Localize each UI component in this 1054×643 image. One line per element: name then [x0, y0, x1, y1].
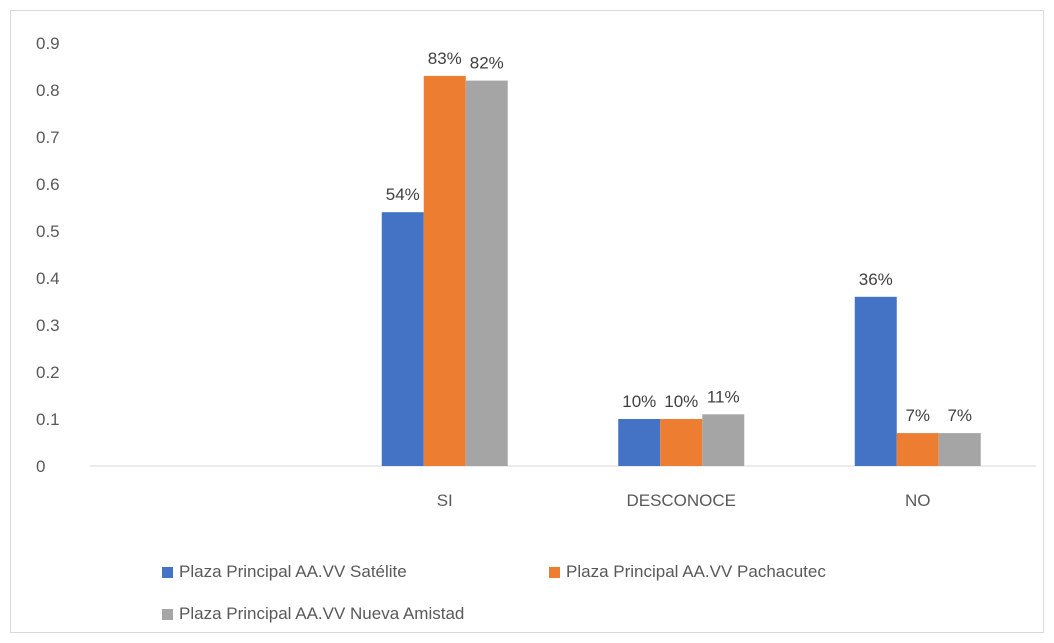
- y-tick-label: 0: [36, 457, 45, 476]
- data-label: 11%: [707, 387, 740, 406]
- y-tick-label: 0.6: [36, 175, 60, 194]
- data-label: 7%: [905, 406, 930, 425]
- data-label: 54%: [386, 185, 420, 204]
- bar: [938, 433, 981, 466]
- y-tick-label: 0.7: [36, 128, 60, 147]
- bar: [381, 212, 424, 466]
- bar: [618, 419, 661, 466]
- data-label: 10%: [622, 392, 656, 411]
- x-tick-label: SI: [437, 491, 453, 510]
- y-tick-label: 0.9: [36, 34, 60, 53]
- data-label: 82%: [470, 54, 504, 73]
- bar: [465, 80, 508, 466]
- bars: 54% 83% 82% 10% 10% 11% 36% 7% 7%: [381, 49, 981, 467]
- bar: [423, 75, 466, 467]
- data-label: 7%: [947, 406, 972, 425]
- y-tick-label: 0.8: [36, 81, 60, 100]
- bar: [854, 296, 897, 466]
- y-axis: 0 0.1 0.2 0.3 0.4 0.5 0.6 0.7 0.8 0.9: [36, 34, 60, 476]
- y-tick-label: 0.5: [36, 222, 60, 241]
- y-tick-label: 0.4: [36, 269, 60, 288]
- x-tick-label: DESCONOCE: [626, 491, 736, 510]
- y-tick-label: 0.3: [36, 316, 60, 335]
- x-tick-label: NO: [905, 491, 931, 510]
- data-label: 83%: [428, 49, 462, 68]
- data-label: 10%: [664, 392, 698, 411]
- data-label: 36%: [859, 270, 893, 289]
- bar: [702, 414, 745, 466]
- bar: [896, 433, 939, 466]
- y-tick-label: 0.1: [36, 410, 60, 429]
- x-axis: SI DESCONOCE NO: [437, 491, 931, 510]
- y-tick-label: 0.2: [36, 363, 60, 382]
- bar: [660, 419, 703, 466]
